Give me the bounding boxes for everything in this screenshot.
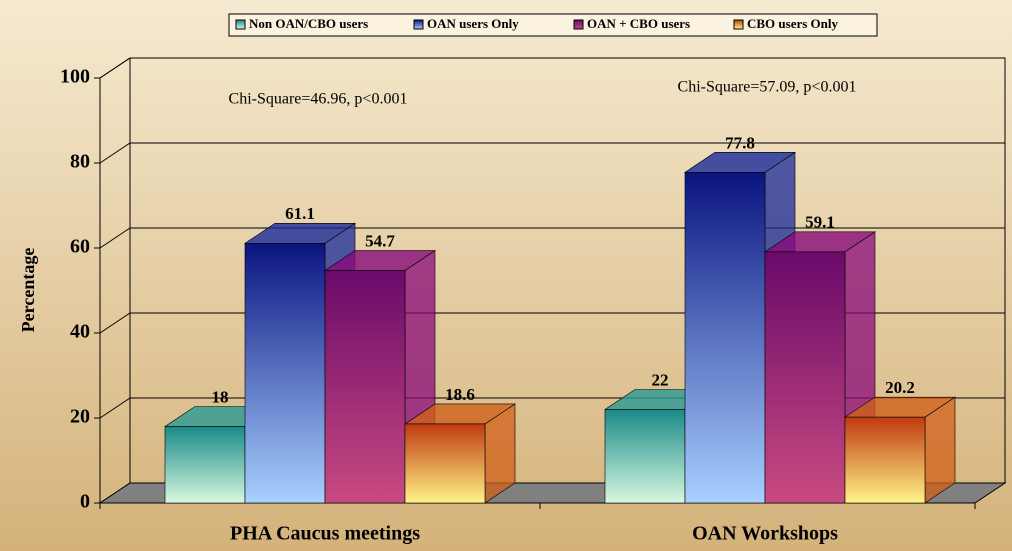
data-label: 18 (212, 387, 229, 406)
grid-line (99, 57, 131, 79)
bar (604, 409, 686, 504)
y-tick-label: 40 (70, 321, 90, 343)
data-label: 61.1 (285, 204, 315, 223)
data-label: 22 (652, 370, 669, 389)
bar (404, 423, 486, 504)
y-tick-label: 20 (70, 406, 90, 428)
legend-label: OAN users Only (427, 16, 519, 31)
legend-swatch (235, 19, 246, 30)
data-label: 18.6 (445, 385, 475, 404)
bar (684, 172, 766, 504)
annotation: Chi-Square=46.96, p<0.001 (229, 91, 408, 108)
legend-swatch (413, 19, 424, 30)
data-label: 54.7 (365, 231, 395, 250)
x-tick-label: OAN Workshops (692, 523, 838, 545)
grid-line (99, 227, 131, 249)
legend-label: CBO users Only (747, 16, 839, 31)
y-tick-label: 80 (70, 151, 90, 173)
data-label: 77.8 (725, 133, 755, 152)
legend (228, 13, 878, 37)
y-tick-label: 100 (60, 66, 90, 88)
bar (764, 251, 846, 504)
legend-label: Non OAN/CBO users (249, 16, 368, 31)
grid-line (99, 397, 131, 419)
x-tick-label: PHA Caucus meetings (230, 523, 420, 545)
grid-line (99, 142, 131, 164)
bar (844, 416, 926, 504)
legend-label: OAN + CBO users (587, 16, 690, 31)
bar (244, 243, 326, 504)
bar (164, 426, 246, 504)
grid-line (99, 312, 131, 334)
bar (324, 270, 406, 504)
legend-swatch (733, 19, 744, 30)
data-label: 59.1 (805, 213, 835, 232)
y-tick-label: 60 (70, 236, 90, 258)
annotation: Chi-Square=57.09, p<0.001 (678, 79, 857, 96)
legend-swatch (573, 19, 584, 30)
y-tick-label: 0 (80, 491, 90, 513)
y-axis-label: Percentage (18, 248, 38, 333)
data-label: 20.2 (885, 378, 915, 397)
